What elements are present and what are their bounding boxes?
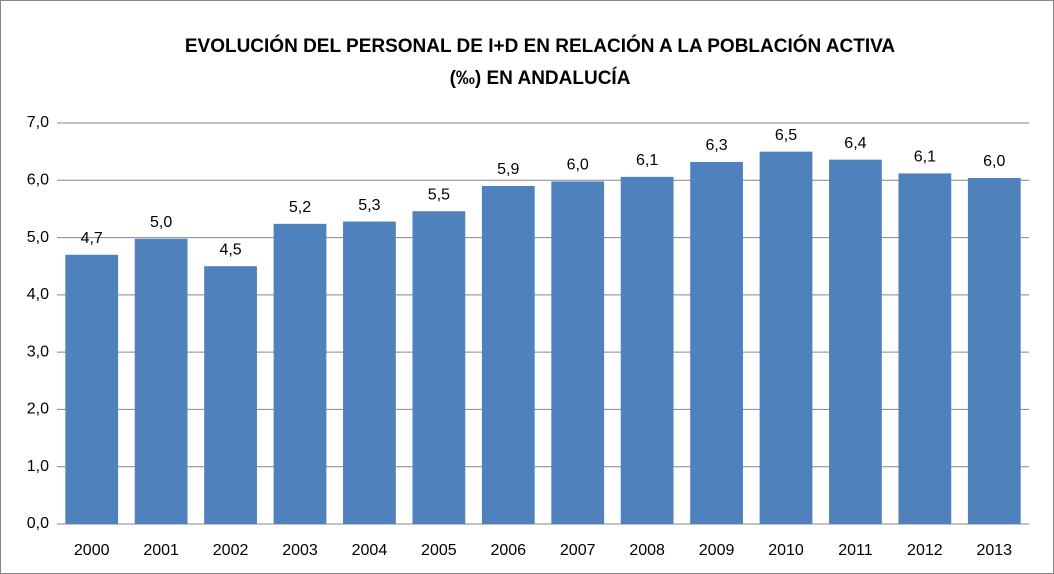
data-label: 6,1 bbox=[636, 152, 658, 169]
x-tick-label: 2012 bbox=[907, 542, 943, 559]
data-label: 5,3 bbox=[358, 197, 380, 214]
bar bbox=[967, 177, 1021, 524]
x-tick-label: 2006 bbox=[490, 542, 526, 559]
bar bbox=[134, 238, 188, 524]
data-label: 5,2 bbox=[289, 199, 311, 216]
x-tick-label: 2004 bbox=[352, 542, 388, 559]
x-tick-label: 2013 bbox=[976, 542, 1012, 559]
x-tick-label: 2003 bbox=[282, 542, 318, 559]
x-tick-label: 2007 bbox=[560, 542, 596, 559]
data-label: 6,0 bbox=[983, 153, 1005, 170]
chart-title: (‰) EN ANDALUCÍA bbox=[450, 67, 631, 89]
y-tick-label: 0,0 bbox=[27, 515, 49, 532]
y-tick-label: 6,0 bbox=[27, 172, 49, 189]
x-tick-label: 2001 bbox=[143, 542, 179, 559]
bar bbox=[204, 266, 257, 524]
data-label: 6,3 bbox=[705, 137, 727, 154]
data-label: 6,4 bbox=[844, 135, 866, 152]
bar bbox=[481, 186, 535, 524]
x-tick-label: 2008 bbox=[629, 542, 665, 559]
x-tick-label: 2009 bbox=[699, 542, 735, 559]
bar bbox=[551, 181, 605, 524]
x-tick-label: 2000 bbox=[74, 542, 110, 559]
y-tick-label: 3,0 bbox=[27, 343, 49, 360]
data-label: 4,7 bbox=[81, 230, 103, 247]
y-tick-label: 7,0 bbox=[27, 114, 49, 131]
bar bbox=[759, 151, 813, 524]
x-tick-label: 2005 bbox=[421, 542, 457, 559]
bar bbox=[829, 159, 882, 525]
x-tick-label: 2010 bbox=[768, 542, 804, 559]
bar bbox=[343, 221, 396, 524]
data-label: 4,5 bbox=[219, 241, 241, 258]
bar bbox=[273, 223, 327, 524]
data-label: 6,1 bbox=[914, 149, 936, 166]
bar bbox=[412, 211, 466, 524]
data-label: 6,5 bbox=[775, 127, 797, 144]
data-label: 5,9 bbox=[497, 161, 519, 178]
data-label: 6,0 bbox=[567, 157, 589, 174]
data-label: 5,0 bbox=[150, 214, 172, 231]
y-tick-label: 5,0 bbox=[27, 229, 49, 246]
bar bbox=[620, 176, 674, 524]
y-tick-label: 2,0 bbox=[27, 401, 49, 418]
y-tick-label: 1,0 bbox=[27, 458, 49, 475]
x-tick-label: 2011 bbox=[838, 542, 873, 559]
bar bbox=[898, 173, 952, 524]
bar bbox=[690, 161, 743, 524]
data-label: 5,5 bbox=[428, 186, 450, 203]
chart-title: EVOLUCIÓN DEL PERSONAL DE I+D EN RELACIÓ… bbox=[185, 35, 896, 57]
y-tick-label: 4,0 bbox=[27, 286, 49, 303]
x-tick-label: 2002 bbox=[213, 542, 249, 559]
bar bbox=[65, 254, 119, 524]
